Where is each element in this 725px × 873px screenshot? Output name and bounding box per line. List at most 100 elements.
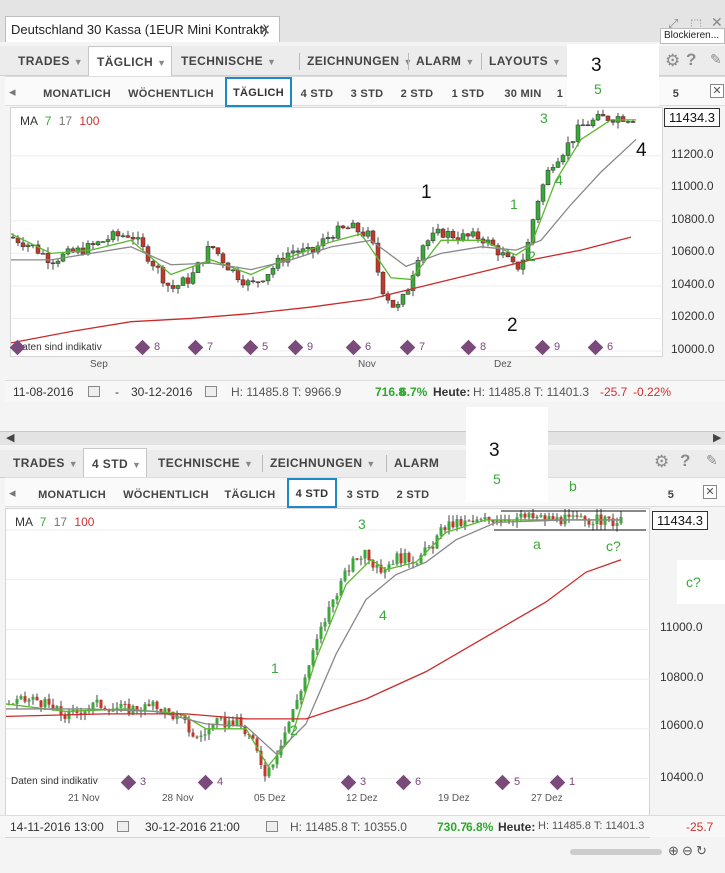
tf-taeglich[interactable]: TÄGLICH [224, 489, 276, 501]
tf-taeglich[interactable]: TÄGLICH [225, 77, 292, 107]
candle-body [331, 599, 335, 608]
date-from[interactable]: 11-08-2016 [13, 385, 74, 399]
tf-woechentlich[interactable]: WÖCHENTLICH [123, 489, 209, 501]
event-marker-label: 3 [360, 776, 367, 788]
menu-technische[interactable]: TECHNISCHE ▼ [181, 46, 276, 76]
candle-body [275, 755, 279, 765]
horizontal-scrollbar[interactable]: ◀ ▶ [0, 431, 725, 445]
calendar-icon[interactable] [205, 386, 217, 397]
calendar-icon[interactable] [117, 821, 129, 832]
tf-4std[interactable]: 4 STD [287, 478, 337, 508]
block-tab[interactable]: Blockieren... [660, 28, 725, 44]
zoom-out-icon[interactable]: ⊖ [682, 843, 693, 858]
date-from[interactable]: 14-11-2016 13:00 [10, 820, 104, 834]
ma-legend: MA 7 17 100 [15, 515, 94, 529]
annotation-wave-g1: 1 [510, 196, 518, 212]
candle-body [100, 241, 106, 243]
annotation-box [466, 407, 548, 502]
date-range-dash: - [115, 385, 119, 399]
close-box-icon[interactable]: ✕ [703, 485, 717, 499]
menu-taeglich[interactable]: TÄGLICH ▼ [88, 46, 172, 77]
candle-body [219, 717, 223, 719]
window-tab[interactable]: Deutschland 30 Kassa (1EUR Mini Kontrakt… [5, 16, 280, 42]
candle-body [19, 696, 23, 700]
candle-body [31, 696, 35, 700]
candle-body [527, 513, 531, 518]
reset-icon[interactable]: ↻ [696, 843, 707, 858]
candle-body [207, 728, 211, 735]
candle-body [187, 719, 191, 733]
candle-body [547, 516, 551, 521]
gear-icon[interactable]: ⚙ [665, 51, 681, 70]
close-icon[interactable]: ✕ [258, 22, 271, 39]
candle-body [625, 121, 631, 123]
tf-3std[interactable]: 3 STD [350, 88, 384, 100]
tf-1min[interactable]: 1 [556, 88, 564, 100]
maximize-icon[interactable]: ⬚ [690, 16, 703, 31]
expand-icon[interactable]: ⤢ [668, 16, 679, 31]
chevron-left-icon[interactable]: ◂ [9, 485, 16, 500]
menu-trades[interactable]: TRADES ▼ [18, 46, 83, 76]
chart-area-4h[interactable]: MA 7 17 100 Daten sind indikativ [5, 508, 651, 838]
tf-woechentlich[interactable]: WÖCHENTLICH [128, 88, 214, 100]
chevron-down-icon: ▼ [157, 58, 167, 68]
candle-body [570, 141, 576, 144]
tf-5min[interactable]: 5 [672, 88, 680, 100]
chart-area-daily[interactable]: MA 7 17 100 Daten sind indikativ [10, 107, 664, 357]
candle-body [167, 708, 171, 712]
candle-body [345, 227, 351, 230]
menu-technische[interactable]: TECHNISCHE ▼ [158, 448, 253, 478]
candle-body [491, 519, 495, 523]
calendar-icon[interactable] [88, 386, 100, 397]
menu-trades[interactable]: TRADES ▼ [13, 448, 78, 478]
help-icon[interactable]: ? [686, 50, 697, 69]
tf-2std[interactable]: 2 STD [396, 489, 430, 501]
range-change: 716.8 [375, 385, 406, 399]
date-to[interactable]: 30-12-2016 [131, 385, 193, 399]
menu-alarm[interactable]: ALARM ▼ [416, 46, 475, 76]
tf-2std[interactable]: 2 STD [400, 88, 434, 100]
date-to[interactable]: 30-12-2016 21:00 [145, 820, 240, 834]
gear-icon[interactable]: ⚙ [654, 452, 670, 471]
candle-body [410, 275, 416, 291]
close-window-icon[interactable]: ✕ [711, 14, 723, 30]
chevron-down-icon: ▼ [366, 459, 376, 469]
event-marker-label: 6 [607, 341, 614, 353]
pin-icon[interactable]: ✎ [706, 452, 718, 468]
chevron-down-icon: ▼ [403, 57, 412, 67]
y-tick-label: 10200.0 [671, 309, 715, 324]
event-marker-label: 6 [415, 776, 422, 788]
candle-body [535, 201, 541, 220]
zoom-in-icon[interactable]: ⊕ [668, 843, 679, 858]
help-icon[interactable]: ? [680, 451, 691, 470]
scroll-right-icon[interactable]: ▶ [713, 432, 722, 444]
scroll-track[interactable] [570, 849, 662, 855]
menu-zeichnungen[interactable]: ZEICHNUNGEN▼ [307, 46, 413, 76]
scroll-left-icon[interactable]: ◀ [6, 432, 15, 444]
menu-layouts[interactable]: LAYOUTS ▼ [489, 46, 561, 76]
candle-body [227, 720, 231, 728]
candle-body [435, 228, 441, 234]
candle-body [567, 514, 571, 517]
candle-body [150, 261, 156, 267]
tf-4std[interactable]: 4 STD [300, 88, 334, 100]
menu-alarm[interactable]: ALARM [394, 448, 439, 478]
y-tick-label: 10400.0 [660, 770, 704, 784]
menu-zeichnungen[interactable]: ZEICHNUNGEN▼ [270, 448, 376, 478]
tf-5min[interactable]: 5 [667, 489, 675, 501]
tf-3std[interactable]: 3 STD [346, 489, 380, 501]
candle-body [447, 521, 451, 531]
candle-body [335, 225, 341, 239]
candle-body [575, 124, 581, 142]
chevron-left-icon[interactable]: ◂ [9, 84, 16, 99]
candle-body [545, 169, 551, 185]
tf-monatlich[interactable]: MONATLICH [38, 489, 106, 501]
tf-monatlich[interactable]: MONATLICH [43, 88, 111, 100]
calendar-icon[interactable] [266, 821, 278, 832]
tf-30min[interactable]: 30 MIN [504, 88, 542, 100]
menu-4std[interactable]: 4 STD ▼ [83, 448, 147, 479]
close-box-icon[interactable]: ✕ [710, 84, 724, 98]
pin-icon[interactable]: ✎ [710, 51, 722, 67]
candle-body [303, 677, 307, 692]
tf-1std[interactable]: 1 STD [451, 88, 485, 100]
